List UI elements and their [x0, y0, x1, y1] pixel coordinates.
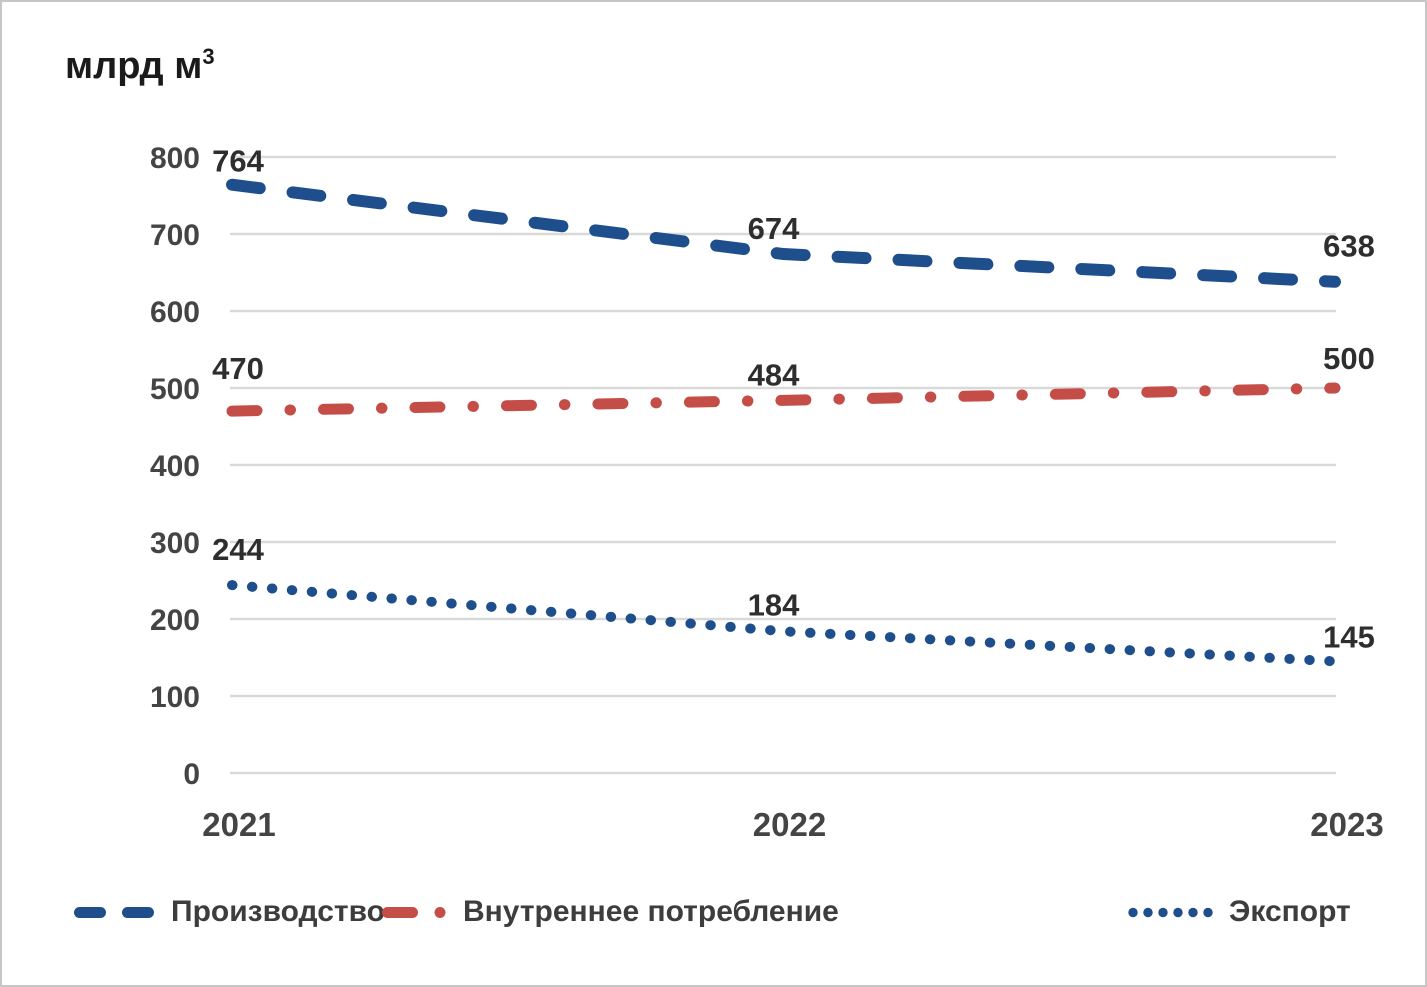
consumption-line-swatch-icon: [382, 906, 446, 918]
export-line-swatch-icon: [1128, 907, 1213, 917]
chart-title-text: млрд м: [65, 45, 203, 87]
y-tick-label-600: 600: [150, 296, 200, 329]
data-label-series1-2022: 484: [748, 357, 800, 392]
x-tick-label-2022: 2022: [753, 806, 826, 843]
y-tick-label-800: 800: [150, 142, 200, 175]
data-label-series2-2021: 244: [212, 532, 264, 567]
y-tick-label-500: 500: [150, 373, 200, 406]
legend-label-export: Экспорт: [1229, 895, 1351, 928]
legend: Производство Внутреннее потребление Эксп…: [2, 884, 1425, 940]
y-tick-label-700: 700: [150, 219, 200, 252]
data-label-series0-2023: 638: [1323, 229, 1375, 264]
y-tick-label-100: 100: [150, 681, 200, 714]
x-tick-label-2023: 2023: [1310, 806, 1383, 843]
data-label-series1-2023: 500: [1323, 341, 1375, 376]
legend-item-export: Экспорт: [1126, 884, 1351, 940]
series-line-0: [226, 178, 1341, 288]
series-line-2: [227, 580, 1340, 667]
chart-title-superscript: 3: [202, 44, 215, 69]
legend-label-domestic-consumption: Внутреннее потребление: [463, 895, 839, 928]
plot-area: 0 100 200 300 400 500 600 700 800 2021 2022 2023 764…: [150, 142, 1384, 843]
legend-item-production: Производство: [72, 884, 385, 940]
data-label-series2-2022: 184: [748, 587, 800, 622]
data-label-series0-2021: 764: [212, 144, 264, 179]
legend-item-domestic-consumption: Внутреннее потребление: [380, 884, 839, 940]
data-label-series0-2022: 674: [748, 211, 800, 246]
data-label-series1-2021: 470: [212, 351, 264, 386]
y-tick-label-0: 0: [183, 758, 200, 791]
y-tick-label-300: 300: [150, 527, 200, 560]
production-line-swatch-icon: [74, 906, 154, 918]
y-tick-label-200: 200: [150, 604, 200, 637]
data-label-series2-2023: 145: [1323, 619, 1375, 654]
y-tick-label-400: 400: [150, 450, 200, 483]
legend-label-production: Производство: [171, 895, 385, 928]
chart-title: млрд м3: [65, 44, 215, 88]
series-line-1: [226, 382, 1341, 417]
x-tick-label-2021: 2021: [202, 806, 275, 843]
